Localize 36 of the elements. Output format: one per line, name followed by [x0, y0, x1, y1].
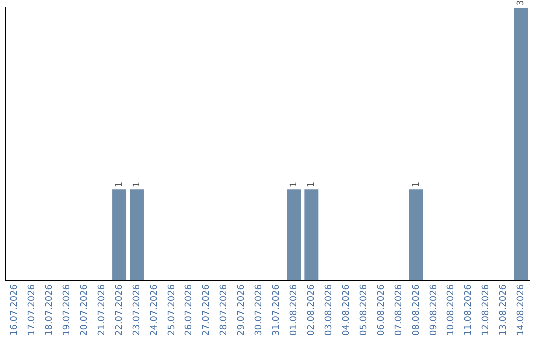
- x-tick-label: 11.08.2026: [464, 284, 474, 336]
- x-tick-label: 13.08.2026: [499, 284, 510, 336]
- data-label: 1: [290, 182, 300, 188]
- x-tick-label: 17.07.2026: [28, 284, 38, 336]
- x-tick-label: 31.07.2026: [272, 284, 282, 336]
- x-tick-label: 18.07.2026: [45, 284, 56, 336]
- x-tick-label: 26.07.2026: [184, 284, 195, 336]
- data-label: 1: [114, 182, 125, 188]
- x-tick-label: 14.08.2026: [516, 284, 527, 336]
- data-label: 3: [516, 0, 527, 6]
- x-tick-label: 28.07.2026: [220, 284, 230, 336]
- x-tick-label: 10.08.2026: [446, 284, 457, 336]
- x-tick-label: 20.07.2026: [80, 284, 90, 336]
- x-tick-label: 06.08.2026: [376, 284, 387, 336]
- data-label: 1: [132, 182, 142, 188]
- x-tick-label: 04.08.2026: [342, 284, 352, 336]
- x-tick-label: 23.07.2026: [132, 284, 142, 336]
- x-tick-label: 19.07.2026: [62, 284, 72, 336]
- data-label: 1: [412, 182, 422, 188]
- x-tick-label: 08.08.2026: [412, 284, 422, 336]
- x-tick-label: 07.08.2026: [394, 284, 404, 336]
- x-tick-label: 02.08.2026: [307, 284, 318, 336]
- x-tick-label: 05.08.2026: [359, 284, 370, 336]
- x-tick-label: 30.07.2026: [254, 284, 265, 336]
- x-tick-label: 16.07.2026: [10, 284, 20, 336]
- x-tick-label: 24.07.2026: [150, 284, 160, 336]
- x-tick-label: 29.07.2026: [237, 284, 248, 336]
- x-tick-label: 03.08.2026: [324, 284, 334, 336]
- x-tick-label: 27.07.2026: [202, 284, 212, 336]
- x-tick-label: 25.07.2026: [167, 284, 178, 336]
- x-tick-label: 12.08.2026: [482, 284, 492, 336]
- x-tick-label: 09.08.2026: [429, 284, 440, 336]
- x-tick-label: 01.08.2026: [290, 284, 300, 336]
- x-tick-label: 22.07.2026: [114, 284, 125, 336]
- data-label: 1: [307, 182, 318, 188]
- x-tick-label: 21.07.2026: [97, 284, 108, 336]
